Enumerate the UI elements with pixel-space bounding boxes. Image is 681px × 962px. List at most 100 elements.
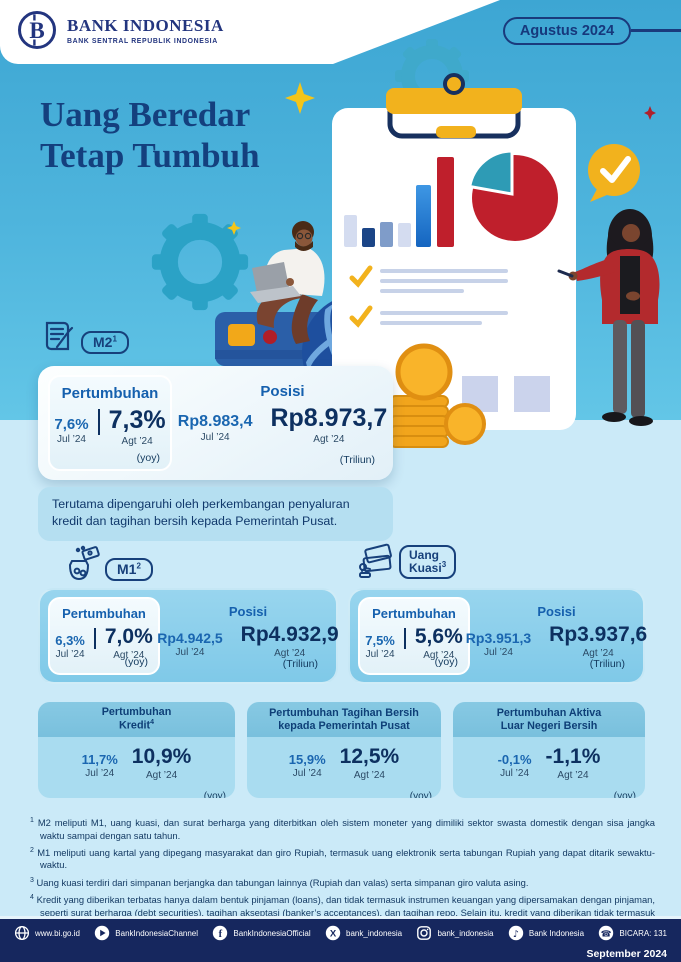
footnote-text: Uang kuasi terdiri dari simpanan berjang… — [36, 877, 529, 888]
period-label: Jul ’24 — [200, 432, 230, 443]
youtube-icon — [95, 925, 110, 941]
title-line-2: kepada Pemerintah Pusat — [278, 719, 410, 732]
period-label: Agt ’24 — [557, 770, 589, 781]
uang-kuasi-position-box: Posisi Rp3.951,3 Jul ’24 Rp3.937,6 Agt ’… — [466, 597, 647, 675]
m2-card: Pertumbuhan 7,6% Jul ’24 7,3% Agt ’24 (y… — [38, 366, 393, 480]
m1-label-badge: M12 — [105, 558, 153, 581]
instagram-icon — [417, 926, 432, 940]
kredit-growth-box: Pertumbuhan Kredit4 11,7% Jul ’24 10,9% … — [38, 702, 235, 798]
footer-link-x[interactable]: X bank_indonesia — [325, 925, 402, 941]
period-label: Agt ’24 — [313, 434, 345, 445]
badge-line — [631, 29, 681, 32]
logo-subtitle: BANK SENTRAL REPUBLIK INDONESIA — [67, 37, 218, 45]
aktiva-title: Pertumbuhan Aktiva Luar Negeri Bersih — [453, 702, 645, 737]
footer-link-website[interactable]: www.bi.go.id — [14, 925, 80, 941]
position-title: Posisi — [228, 604, 268, 619]
m1-position-prev: Rp4.942,5 Jul ’24 — [157, 623, 222, 658]
facebook-icon: f — [213, 925, 228, 941]
growth-unit: (yoy) — [409, 791, 432, 798]
phone-icon: ☎ — [599, 925, 614, 941]
footer-link-youtube[interactable]: BankIndonesiaChannel — [94, 925, 198, 941]
footer-link-label: bank_indonesia — [437, 928, 494, 938]
title-line-1: Uang Beredar — [40, 95, 251, 134]
m2-growth-curr: 7,3% Agt ’24 — [109, 406, 166, 447]
page-title: Uang Beredar Tetap Tumbuh — [40, 94, 260, 177]
value: Rp4.942,5 — [157, 630, 223, 646]
m1-growth-curr: 7,0% Agt ’24 — [105, 625, 153, 661]
divider — [403, 628, 406, 649]
growth-title: Pertumbuhan — [62, 606, 146, 621]
m1-position-curr: Rp4.932,9 Agt ’24 — [241, 623, 339, 659]
footnote-marker: 3 — [30, 876, 34, 884]
footer-link-label: BankIndonesiaOfficial — [233, 928, 311, 938]
value: 10,9% — [131, 745, 192, 768]
value: Rp8.973,7 — [270, 404, 388, 432]
growth-title: Pertumbuhan — [61, 385, 159, 402]
tagihan-bersih-title: Pertumbuhan Tagihan Bersih kepada Pemeri… — [247, 702, 441, 737]
publish-date: September 2024 — [586, 948, 667, 960]
footer-link-tiktok[interactable]: ♪ Bank Indonesia — [508, 925, 584, 941]
growth-unit: (yoy) — [203, 791, 226, 798]
period-label: Jul ’24 — [500, 768, 530, 779]
footer: www.bi.go.id BankIndonesiaChannel f Bank… — [0, 916, 681, 962]
m1-label-sup: 2 — [136, 561, 141, 571]
value: -0,1% — [497, 752, 532, 767]
position-title: Posisi — [260, 383, 305, 400]
m2-position-prev: Rp8.983,4 Jul ’24 — [178, 404, 253, 443]
m1-growth-box: Pertumbuhan 6,3% Jul ’24 7,0% Agt ’24 (y… — [48, 597, 160, 675]
footer-link-label: Bank Indonesia — [528, 928, 585, 938]
tagihan-prev: 15,9% Jul ’24 — [289, 745, 326, 779]
uang-kuasi-growth-curr: 5,6% Agt ’24 — [415, 625, 463, 661]
value: 7,6% — [54, 416, 89, 433]
tagihan-bersih-growth-box: Pertumbuhan Tagihan Bersih kepada Pemeri… — [247, 702, 441, 798]
period-label: Jul ’24 — [365, 649, 395, 660]
period-label: Agt ’24 — [146, 770, 178, 781]
m2-section-label: M21 — [40, 318, 129, 354]
m1-label: M1 — [117, 561, 137, 578]
footer-link-label: BankIndonesiaChannel — [115, 928, 199, 938]
period-label: Agt ’24 — [113, 650, 145, 661]
m2-growth-box: Pertumbuhan 7,6% Jul ’24 7,3% Agt ’24 (y… — [48, 375, 172, 471]
uang-kuasi-label-line1: Uang — [409, 547, 439, 562]
position-unit: (Triliun) — [339, 454, 375, 466]
m2-growth-prev: 7,6% Jul ’24 — [54, 406, 88, 445]
value: -1,1% — [545, 745, 601, 768]
uang-kuasi-growth-prev: 7,5% Jul ’24 — [365, 625, 395, 660]
globe-icon — [14, 925, 30, 941]
m2-label-sup: 1 — [112, 334, 117, 344]
period-label: Agt ’24 — [121, 436, 153, 447]
value: 7,3% — [108, 406, 166, 434]
footnote-text: M2 meliputi M1, uang kuasi, dan surat be… — [37, 817, 656, 841]
uang-kuasi-label-sup: 3 — [441, 560, 447, 570]
tagihan-curr: 12,5% Agt ’24 — [340, 745, 400, 781]
growth-unit: (yoy) — [613, 791, 636, 798]
value: 11,7% — [81, 752, 118, 767]
footer-link-instagram[interactable]: bank_indonesia — [416, 925, 493, 941]
bank-indonesia-logo-icon: B — [18, 11, 56, 49]
footnote-marker: 4 — [30, 894, 34, 902]
growth-unit: (yoy) — [136, 452, 160, 464]
value: Rp4.932,9 — [240, 623, 339, 646]
footer-link-facebook[interactable]: f BankIndonesiaOfficial — [212, 925, 311, 941]
title-line-2: Luar Negeri Bersih — [500, 719, 598, 732]
period-label: Jul ’24 — [484, 647, 513, 658]
position-unit: (Triliun) — [282, 658, 318, 670]
m1-section-label: M12 — [66, 545, 153, 581]
footnote-marker: 2 — [30, 846, 34, 854]
period-label: Jul ’24 — [57, 434, 86, 445]
m1-growth-prev: 6,3% Jul ’24 — [55, 625, 85, 660]
money-jar-icon — [68, 545, 100, 581]
m2-note: Terutama dipengaruhi oleh perkembangan p… — [38, 487, 393, 541]
svg-text:B: B — [29, 18, 44, 43]
logo-title: BANK INDONESIA — [67, 15, 224, 35]
footer-link-bicara[interactable]: ☎ BICARA: 131 — [598, 925, 667, 941]
title-line-2: Tetap Tumbuh — [40, 136, 260, 176]
m2-label-badge: M21 — [81, 331, 129, 354]
period-label: Agt ’24 — [423, 650, 455, 661]
period-label: Jul ’24 — [292, 768, 322, 779]
period-label: Agt ’24 — [582, 648, 614, 659]
growth-unit: (yoy) — [124, 656, 148, 668]
period-label: Jul ’24 — [55, 649, 85, 660]
uang-kuasi-card: Pertumbuhan 7,5% Jul ’24 5,6% Agt ’24 (y… — [348, 588, 647, 684]
aktiva-luar-negeri-growth-box: Pertumbuhan Aktiva Luar Negeri Bersih -0… — [453, 702, 645, 798]
